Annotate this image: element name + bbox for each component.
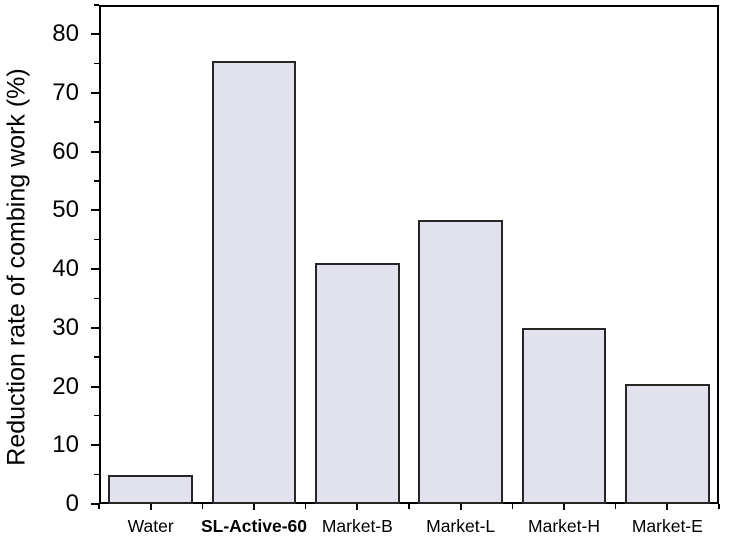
x-boundary-tick	[98, 504, 100, 509]
y-tick-label: 20	[52, 372, 79, 400]
x-category-label: Water	[127, 516, 174, 536]
y-tick-label: 70	[52, 79, 79, 107]
x-category-label: Market-E	[631, 516, 703, 536]
x-boundary-tick	[201, 504, 204, 509]
y-minor-tick	[94, 62, 99, 65]
plot-area-frame	[99, 5, 719, 504]
y-major-tick	[91, 385, 99, 388]
x-boundary-tick	[304, 504, 307, 509]
x-tick	[459, 504, 462, 510]
y-major-tick	[91, 503, 99, 505]
x-boundary-tick	[511, 504, 514, 509]
y-major-tick	[91, 326, 99, 329]
x-category-label: Market-H	[528, 516, 600, 536]
y-tick-label: 10	[52, 431, 79, 459]
y-tick-label: 80	[52, 20, 79, 48]
y-tick-label: 50	[52, 196, 79, 224]
x-tick	[563, 504, 565, 510]
bar-market-b	[314, 263, 400, 504]
x-boundary-tick	[614, 504, 617, 509]
x-category-label: Market-L	[426, 516, 496, 536]
bar-market-e	[624, 383, 710, 504]
y-tick-label: 40	[52, 255, 79, 283]
y-minor-tick	[94, 414, 99, 417]
y-major-tick	[91, 33, 99, 36]
y-tick-label: 60	[52, 137, 79, 165]
x-tick	[149, 504, 152, 510]
y-major-tick	[91, 150, 99, 153]
y-minor-tick	[94, 4, 99, 6]
x-boundary-tick	[718, 504, 720, 509]
bar-water	[108, 475, 194, 504]
y-tick-label: 30	[52, 313, 79, 341]
y-minor-tick	[94, 473, 99, 476]
y-major-tick	[91, 268, 99, 271]
y-tick-label: 0	[65, 490, 79, 517]
y-minor-tick	[94, 356, 99, 358]
y-major-tick	[91, 92, 99, 95]
y-minor-tick	[94, 297, 99, 300]
bar-market-l	[418, 220, 504, 504]
y-minor-tick	[94, 121, 99, 123]
y-minor-tick	[94, 180, 99, 182]
x-category-label: SL-Active-60	[200, 516, 307, 536]
y-major-tick	[91, 209, 99, 212]
x-tick	[666, 504, 669, 510]
y-minor-tick	[94, 238, 99, 241]
y-major-tick	[91, 444, 99, 447]
bar-sl-active-60	[211, 60, 297, 504]
bar-market-h	[521, 327, 607, 504]
x-tick	[356, 504, 359, 510]
x-boundary-tick	[408, 504, 410, 509]
x-tick	[253, 504, 255, 510]
x-category-label: Market-B	[321, 516, 393, 536]
